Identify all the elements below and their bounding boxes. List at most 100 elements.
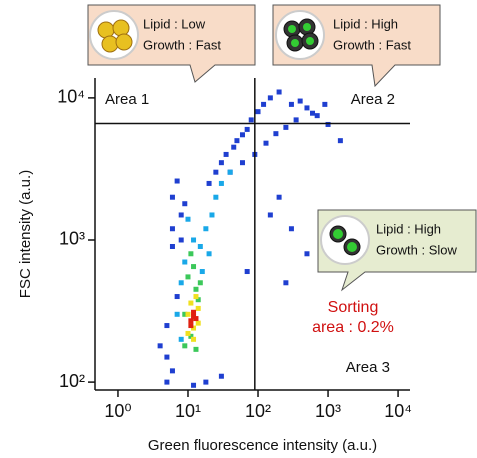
- point: [239, 160, 245, 166]
- sorting-label: Sorting: [328, 299, 379, 316]
- point: [195, 320, 201, 326]
- y-tick-label: 10²: [59, 371, 85, 391]
- point: [239, 132, 245, 138]
- point: [199, 269, 205, 275]
- point: [304, 251, 310, 257]
- point: [197, 243, 203, 249]
- point: [164, 379, 170, 385]
- point: [244, 126, 250, 132]
- point: [203, 226, 209, 232]
- point: [193, 346, 199, 352]
- area-label: Area 3: [346, 359, 390, 376]
- point: [218, 160, 224, 166]
- area-label: Area 2: [351, 91, 395, 108]
- point: [169, 194, 175, 200]
- point: [188, 251, 194, 257]
- point: [193, 316, 199, 322]
- point: [191, 325, 197, 331]
- point: [174, 294, 180, 300]
- point: [188, 318, 194, 324]
- callout-1: Lipid : Low Growth : Fast: [87, 4, 256, 83]
- point: [188, 333, 194, 339]
- point: [193, 294, 199, 300]
- point: [182, 343, 188, 349]
- point: [191, 264, 197, 270]
- point: [182, 259, 188, 265]
- sorting-label: area : 0.2%: [312, 319, 394, 336]
- callout-text: Growth : Fast: [143, 37, 221, 52]
- point: [191, 309, 197, 315]
- point: [191, 237, 197, 243]
- point: [169, 243, 175, 249]
- x-tick-label: 10¹: [175, 401, 201, 421]
- point: [188, 300, 194, 306]
- point: [185, 274, 191, 280]
- point: [169, 226, 175, 232]
- point: [193, 286, 199, 292]
- point: [310, 110, 316, 116]
- y-tick-label: 10⁴: [57, 87, 85, 107]
- point: [191, 382, 197, 388]
- point: [325, 121, 331, 127]
- point: [276, 194, 282, 200]
- point: [263, 140, 269, 146]
- point: [223, 151, 229, 157]
- callout-text: Lipid : High: [333, 16, 398, 31]
- point: [322, 101, 328, 107]
- area-label: Area 1: [105, 91, 149, 108]
- point: [191, 336, 197, 342]
- point: [206, 180, 212, 186]
- point: [174, 311, 180, 317]
- point: [293, 117, 299, 123]
- point: [283, 280, 289, 286]
- point: [178, 336, 184, 342]
- point: [157, 343, 163, 349]
- point: [213, 169, 219, 175]
- point: [178, 237, 184, 243]
- point: [182, 311, 188, 317]
- callout-text: Lipid : Low: [143, 16, 206, 31]
- point: [288, 226, 294, 232]
- callout-3: Lipid : High Growth : Slow: [317, 209, 477, 292]
- x-tick-label: 10³: [315, 401, 341, 421]
- point: [178, 212, 184, 218]
- point: [248, 117, 254, 123]
- y-axis-label: FSC intensity (a.u.): [17, 170, 34, 298]
- callout-text: Growth : Fast: [333, 37, 411, 52]
- point: [227, 169, 233, 175]
- point: [297, 98, 303, 104]
- point: [337, 138, 343, 144]
- point: [283, 124, 289, 130]
- point: [182, 201, 188, 207]
- point: [195, 297, 201, 303]
- callout-text: Growth : Slow: [376, 242, 458, 257]
- callout-2: Lipid : High Growth : Fast: [272, 4, 441, 88]
- point: [213, 194, 219, 200]
- x-tick-label: 10²: [245, 401, 271, 421]
- point: [267, 212, 273, 218]
- point: [261, 101, 267, 107]
- point: [218, 373, 224, 379]
- point: [185, 216, 191, 222]
- point: [178, 280, 184, 286]
- point: [169, 368, 175, 374]
- point: [206, 251, 212, 257]
- point: [304, 105, 310, 111]
- x-tick-label: 10⁰: [104, 401, 131, 421]
- point: [255, 109, 261, 115]
- point: [188, 323, 194, 329]
- point: [164, 354, 170, 360]
- point: [174, 178, 180, 184]
- point: [288, 101, 294, 107]
- point: [231, 144, 237, 150]
- y-tick-label: 10³: [59, 229, 85, 249]
- point: [218, 180, 224, 186]
- point: [185, 330, 191, 336]
- point: [276, 89, 282, 95]
- point: [244, 269, 250, 275]
- point: [209, 212, 215, 218]
- x-tick-label: 10⁴: [384, 401, 412, 421]
- point: [203, 379, 209, 385]
- point: [197, 280, 203, 286]
